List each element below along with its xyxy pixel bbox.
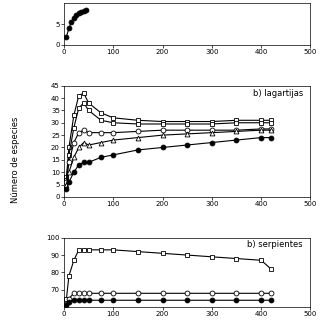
- Text: Número de especies: Número de especies: [12, 117, 20, 203]
- Text: b) serpientes: b) serpientes: [247, 240, 303, 249]
- Text: b) lagartijas: b) lagartijas: [253, 89, 303, 98]
